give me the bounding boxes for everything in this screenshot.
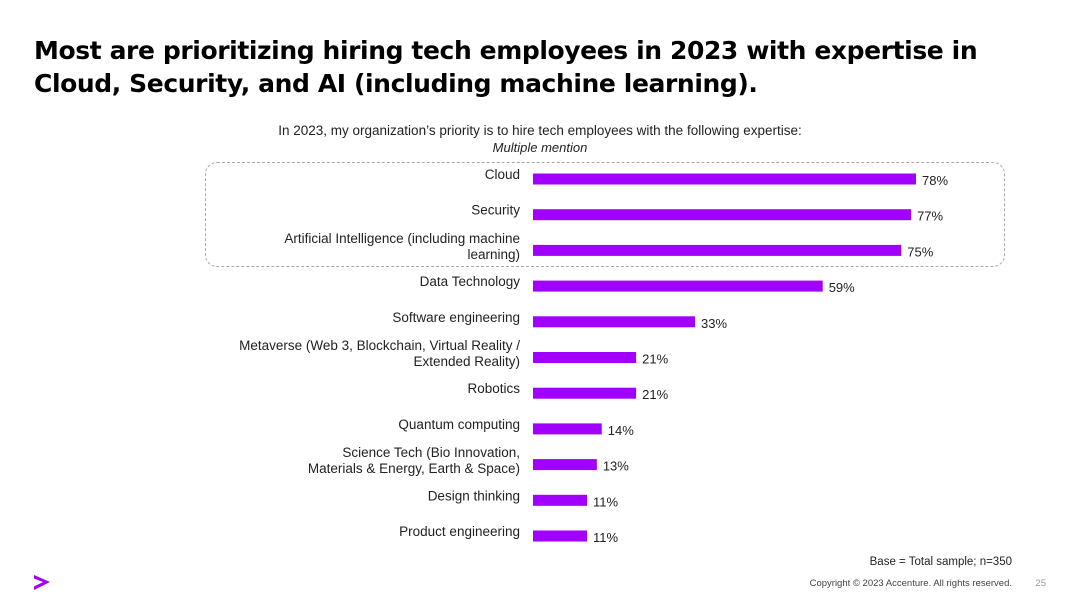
category-label-1: Security [471,203,520,218]
base-note: Base = Total sample; n=350 [869,556,1012,568]
title-line-1: Most are prioritizing hiring tech employ… [34,36,978,65]
bar-5 [533,352,637,363]
value-label-2: 75% [907,244,933,259]
value-label-6: 21% [642,387,668,402]
bar-9 [533,494,588,506]
category-label-0: Cloud [485,167,520,182]
category-label-4: Software engineering [392,310,520,325]
value-label-3: 59% [829,280,855,295]
chart-subnote: Multiple mention [492,140,588,155]
category-label-10: Product engineering [399,524,520,539]
value-label-1: 77% [917,209,943,224]
bar-0 [533,173,916,185]
value-label-5: 21% [642,352,668,367]
value-label-4: 33% [701,316,727,331]
top-three-highlight-box [205,162,1005,267]
page-title: Most are prioritizing hiring tech employ… [34,34,994,100]
category-label-8-line-0: Science Tech (Bio Innovation, [342,445,520,460]
category-label-2-line-0: Artificial Intelligence (including machi… [284,231,520,246]
bar-2 [533,244,902,256]
title-line-2: Cloud, Security, and AI (including machi… [34,69,758,98]
bar-10 [533,530,588,542]
category-label-2-line-1: learning) [467,247,520,262]
accenture-chevron-icon [34,575,50,590]
value-label-10: 11% [593,530,618,545]
bar-8 [533,459,597,471]
chart-subtitle: In 2023, my organization’s priority is t… [278,123,802,138]
value-label-9: 11% [593,494,618,509]
category-label-5-line-1: Extended Reality) [413,354,520,369]
value-label-0: 78% [922,173,948,188]
bar-3 [533,280,823,292]
category-label-8-line-1: Materials & Energy, Earth & Space) [308,461,520,476]
value-label-8: 13% [603,459,629,474]
category-label-9: Design thinking [428,488,520,503]
bar-4 [533,316,696,328]
category-label-6: Robotics [467,381,520,396]
copyright-text: Copyright © 2023 Accenture. All rights r… [809,578,1012,589]
category-label-5-line-0: Metaverse (Web 3, Blockchain, Virtual Re… [239,338,520,353]
category-label-7: Quantum computing [398,417,520,432]
page-number: 25 [1035,578,1046,589]
value-label-7: 14% [608,423,634,438]
bar-6 [533,387,637,399]
bar-7 [533,423,602,435]
bar-1 [533,209,912,221]
category-label-3: Data Technology [420,274,521,289]
